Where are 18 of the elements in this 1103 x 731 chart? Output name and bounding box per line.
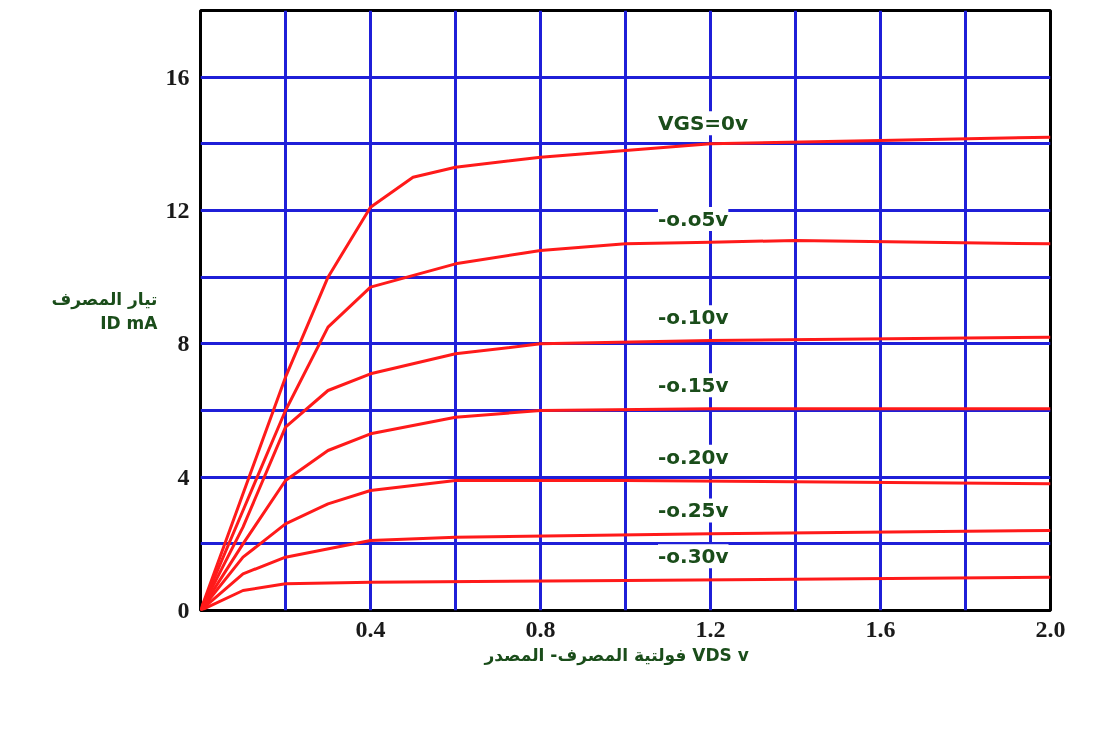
series-label: VGS=0v	[658, 111, 749, 136]
series-label: -o.15v	[658, 373, 729, 398]
x-tick-label: 2.0	[1035, 615, 1066, 642]
series-label: -o.30v	[658, 544, 729, 569]
y-tick-label: 12	[165, 197, 190, 223]
x-tick-label: 1.6	[865, 615, 896, 642]
series-label: -o.20v	[658, 444, 729, 469]
x-tick-label: 0.8	[525, 615, 556, 642]
series-label: -o.o5v	[658, 207, 729, 231]
series-label: -o.10v	[658, 305, 729, 330]
y-tick-label: 8	[177, 330, 190, 357]
y-tick-label: 0	[177, 597, 190, 623]
x-tick-label: 1.2	[695, 615, 726, 642]
x-axis-title: فولتية المصرف- المصدر VDS v	[483, 644, 749, 666]
series-label: -o.25v	[658, 498, 729, 523]
y-tick-label: 16	[165, 63, 190, 90]
x-tick-label: 0.4	[355, 615, 386, 642]
y-tick-label: 4	[177, 463, 190, 490]
